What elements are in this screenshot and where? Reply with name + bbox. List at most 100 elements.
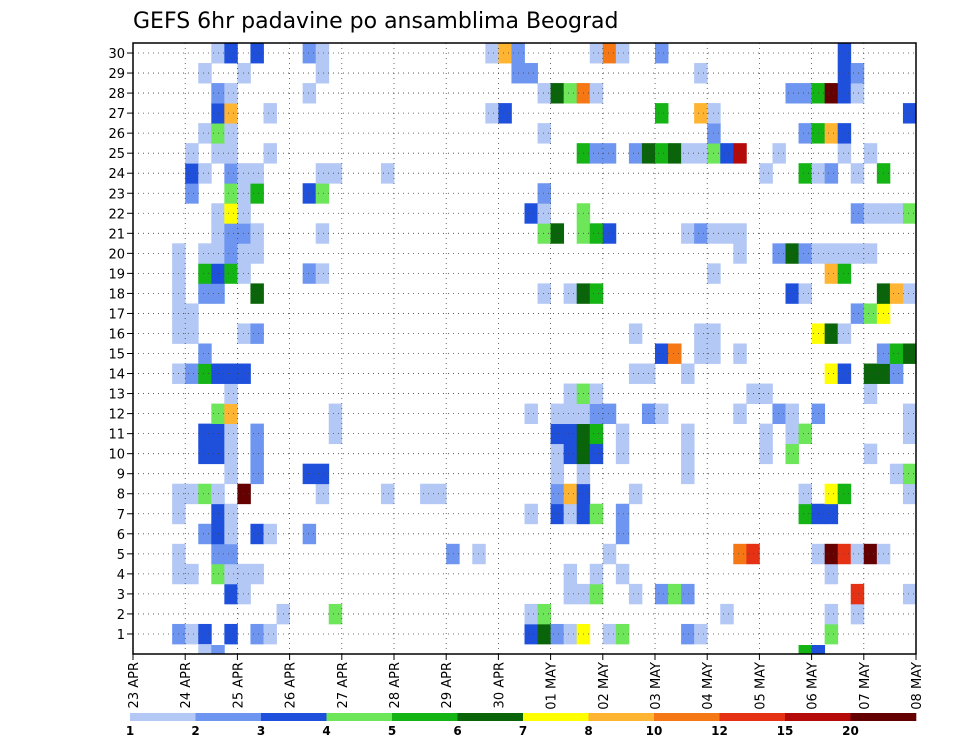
heatmap-cell [198, 263, 212, 284]
heatmap-cell [681, 363, 695, 384]
heatmap-cell [850, 243, 865, 264]
heatmap-cell [472, 543, 486, 565]
heatmap-cell [798, 243, 812, 264]
heatmap-cell [250, 43, 264, 64]
heatmap-cell [785, 423, 799, 445]
heatmap-cell [798, 163, 812, 184]
heatmap-cell [198, 163, 212, 184]
heatmap-cell [237, 483, 251, 505]
x-tick-label: 07 MAY [858, 662, 873, 710]
legend-swatch [195, 713, 262, 721]
heatmap-cell [824, 543, 839, 565]
heatmap-cell [563, 83, 578, 104]
heatmap-cell [250, 283, 264, 304]
y-axis: 1234567891011121314151617181920212223242… [108, 47, 133, 643]
heatmap-cell [537, 223, 551, 244]
heatmap-cell [759, 383, 773, 404]
heatmap-cell [733, 403, 747, 425]
legend-label: 3 [257, 724, 265, 738]
heatmap-cell [224, 563, 238, 585]
heatmap-cell [602, 43, 617, 64]
color-legend: 1 2 3 4 5 6 7 8 10 12 15 20 [126, 713, 917, 738]
heatmap-cell [863, 303, 878, 324]
heatmap-cell [237, 163, 251, 184]
y-tick-label: 4 [117, 568, 125, 583]
heatmap-cell [224, 403, 238, 425]
heatmap-cell [628, 483, 643, 505]
heatmap-cell [850, 603, 865, 625]
heatmap-cell [759, 443, 773, 465]
heatmap-cell [785, 403, 799, 425]
heatmap-cell [185, 363, 199, 384]
heatmap-cell [615, 443, 630, 465]
heatmap-cell [198, 243, 212, 264]
heatmap-cell [798, 423, 812, 445]
heatmap-cell [655, 403, 669, 425]
heatmap-cell [550, 483, 565, 505]
heatmap-cell [850, 583, 865, 605]
heatmap-cell [198, 483, 212, 505]
heatmap-cell [185, 623, 199, 645]
heatmap-cell [302, 183, 317, 204]
heatmap-cell [315, 183, 330, 204]
heatmap-cell [798, 645, 812, 655]
heatmap-cell [589, 503, 604, 525]
heatmap-cell [302, 83, 317, 104]
heatmap-cell [824, 123, 839, 144]
heatmap-cell [563, 563, 578, 585]
heatmap-cell [563, 383, 578, 404]
heatmap-cell [550, 223, 565, 244]
heatmap-cell [198, 423, 212, 445]
heatmap-cell [863, 143, 878, 164]
heatmap-cell [837, 263, 852, 284]
y-tick-label: 8 [117, 488, 125, 503]
heatmap-cell [185, 483, 199, 505]
y-tick-label: 22 [108, 207, 125, 222]
heatmap-cell [563, 443, 578, 465]
heatmap-cell [224, 363, 238, 384]
heatmap-cell [237, 223, 251, 244]
heatmap-cell [694, 63, 708, 84]
x-tick-label: 28 APR [388, 662, 403, 708]
y-tick-label: 3 [117, 588, 125, 603]
heatmap-cell [785, 283, 799, 304]
heatmap-cell [420, 483, 434, 505]
y-tick-label: 26 [108, 127, 125, 142]
legend-label: 8 [584, 724, 592, 738]
heatmap-cell [615, 423, 630, 445]
heatmap-cell [863, 383, 878, 404]
heatmap-cell [224, 523, 238, 545]
heatmap-cell [733, 143, 747, 164]
heatmap-cell [237, 583, 251, 605]
heatmap-cell [759, 423, 773, 445]
heatmap-cell [733, 223, 747, 244]
heatmap-cell [824, 363, 839, 384]
y-tick-label: 16 [108, 327, 125, 342]
heatmap-cell [837, 123, 852, 144]
y-tick-label: 30 [108, 47, 125, 62]
heatmap-cell [694, 223, 708, 244]
heatmap-cell [589, 43, 604, 64]
heatmap-cell [302, 523, 317, 545]
heatmap-cell [224, 443, 238, 465]
heatmap-cell [198, 123, 212, 144]
heatmap-cell [798, 123, 812, 144]
heatmap-cell [837, 543, 852, 565]
heatmap-cell [837, 63, 852, 84]
heatmap-cell [537, 123, 551, 144]
heatmap-cell [224, 543, 238, 565]
heatmap-cell [198, 523, 212, 545]
heatmap-cell [850, 83, 865, 104]
heatmap-cell [589, 283, 604, 304]
heatmap-cell [550, 503, 565, 525]
heatmap-cell [237, 263, 251, 284]
heatmap-cell [328, 403, 343, 425]
heatmap-cell [224, 623, 238, 645]
heatmap-cell [681, 443, 695, 465]
x-tick-label: 02 MAY [597, 662, 612, 710]
heatmap-cell [224, 223, 238, 244]
heatmap-cell [315, 483, 330, 505]
heatmap-cell [720, 143, 734, 164]
heatmap-cell [237, 63, 251, 84]
